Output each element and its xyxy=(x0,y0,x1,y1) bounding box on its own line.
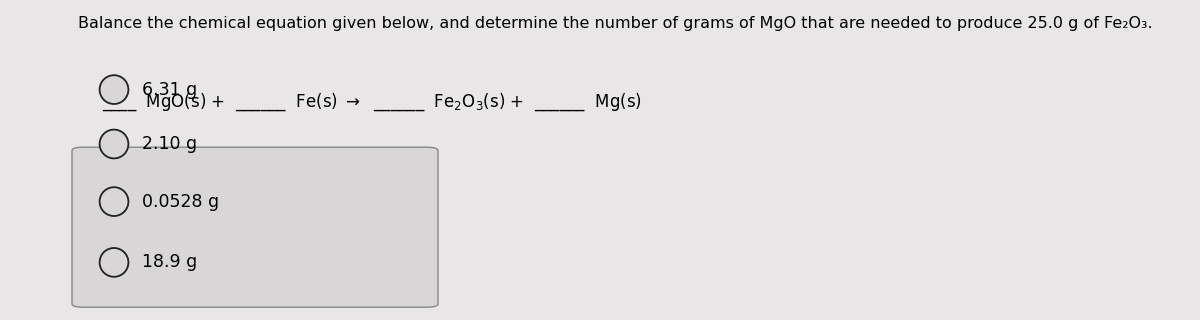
Ellipse shape xyxy=(100,75,128,104)
FancyBboxPatch shape xyxy=(72,147,438,307)
Ellipse shape xyxy=(100,248,128,277)
Text: ____  MgO(s) +  ______  Fe(s) $\rightarrow$  ______  Fe$_2$O$_3$(s) +  ______  M: ____ MgO(s) + ______ Fe(s) $\rightarrow$… xyxy=(102,92,642,113)
Text: 0.0528 g: 0.0528 g xyxy=(142,193,218,211)
Text: 2.10 g: 2.10 g xyxy=(142,135,197,153)
Text: 6.31 g: 6.31 g xyxy=(142,81,197,99)
Text: Balance the chemical equation given below, and determine the number of grams of : Balance the chemical equation given belo… xyxy=(78,16,1153,31)
Ellipse shape xyxy=(100,187,128,216)
Ellipse shape xyxy=(100,130,128,158)
Text: 18.9 g: 18.9 g xyxy=(142,253,197,271)
